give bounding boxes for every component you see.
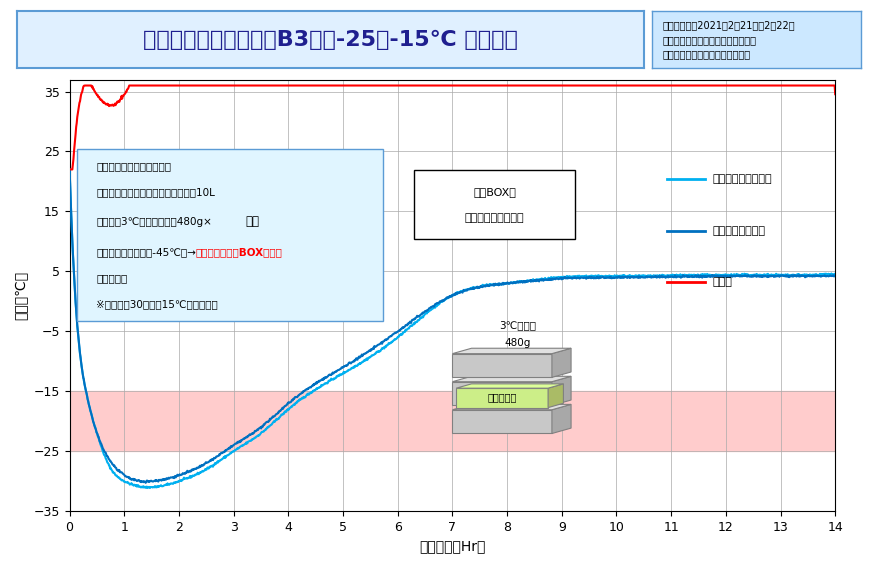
Text: 使用ボックス　：　発泡ポックス　10L: 使用ボックス ： 発泡ポックス 10L (96, 187, 215, 197)
Text: アルミ内箱: アルミ内箱 (487, 392, 516, 403)
Text: ※内箱開始30分前に15℃冷蔵庫投入: ※内箱開始30分前に15℃冷蔵庫投入 (96, 299, 218, 309)
Text: 保冷剤：3℃融点保冷剤　480g×: 保冷剤：3℃融点保冷剤 480g× (96, 217, 212, 227)
Text: ６枚: ６枚 (245, 215, 259, 228)
Bar (70, 391, 834, 451)
Polygon shape (452, 348, 570, 354)
FancyBboxPatch shape (77, 149, 383, 321)
Polygon shape (452, 376, 570, 382)
Text: ＜温度計測試験実施条件＞: ＜温度計測試験実施条件＞ (96, 161, 171, 171)
Y-axis label: 温度（℃）: 温度（℃） (14, 271, 28, 320)
Text: 保冷剤セッティング: 保冷剤セッティング (464, 212, 524, 223)
Polygon shape (551, 348, 570, 377)
FancyBboxPatch shape (414, 170, 574, 239)
FancyBboxPatch shape (452, 382, 551, 406)
Text: 取り出し直後にBOX内投入: 取り出し直後にBOX内投入 (196, 247, 282, 257)
Text: 3℃保冷剤: 3℃保冷剤 (499, 320, 535, 331)
X-axis label: 経過時間（Hr）: 経過時間（Hr） (419, 540, 485, 553)
Polygon shape (551, 404, 570, 433)
Polygon shape (547, 384, 563, 408)
Polygon shape (455, 384, 563, 388)
Text: 480g: 480g (504, 338, 530, 348)
Text: アルミ内箱内スミ: アルミ内箱内スミ (712, 225, 765, 236)
Text: 外気温: 外気温 (712, 277, 732, 287)
FancyBboxPatch shape (452, 410, 551, 433)
Text: 投入条件：冷凍庫（-45℃）→: 投入条件：冷凍庫（-45℃）→ (96, 247, 196, 257)
Text: 定温輸送容器セット　B3案　-25～-15℃ 温度試験: 定温輸送容器セット B3案 -25～-15℃ 温度試験 (143, 30, 517, 50)
FancyBboxPatch shape (452, 354, 551, 377)
Text: 試験実施日：2021年2月21日～2月22日: 試験実施日：2021年2月21日～2月22日 (662, 20, 794, 31)
Text: 発泡BOX内: 発泡BOX内 (473, 187, 515, 197)
Text: 試験実施場所　：　㈱スギヤマゲン: 試験実施場所 ： ㈱スギヤマゲン (662, 35, 756, 45)
Text: 試験実施者　：　㈱スギヤマゲン: 試験実施者 ： ㈱スギヤマゲン (662, 49, 750, 59)
FancyBboxPatch shape (455, 388, 547, 408)
Polygon shape (452, 404, 570, 410)
Text: アルミ内箱: アルミ内箱 (96, 273, 128, 283)
Text: アルミ内箱内中心部: アルミ内箱内中心部 (712, 174, 772, 184)
Polygon shape (551, 376, 570, 406)
